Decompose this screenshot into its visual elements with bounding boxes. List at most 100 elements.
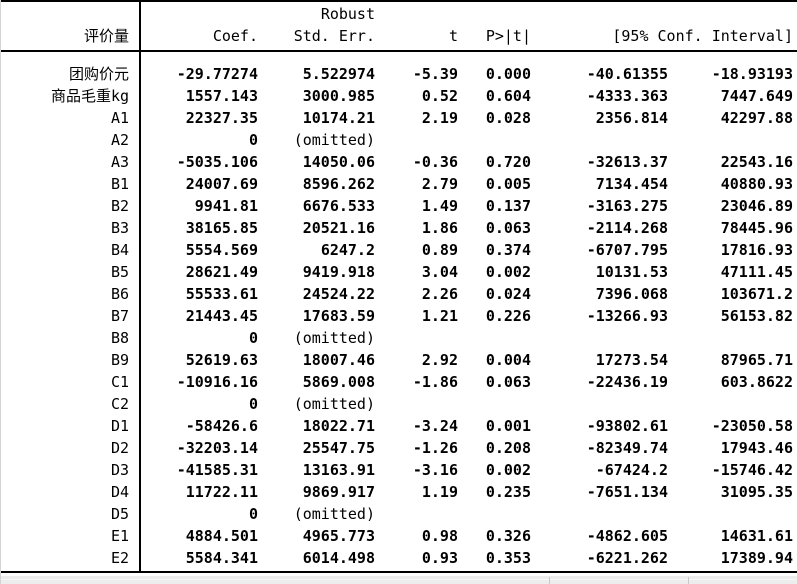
cell-std-err: 10174.21 bbox=[302, 109, 375, 127]
cell-ci-low: -22436.19 bbox=[586, 373, 668, 391]
cell-std-err: 25547.75 bbox=[302, 439, 375, 457]
cell-std-err: 4965.773 bbox=[302, 527, 375, 545]
cell-p: 0.024 bbox=[485, 285, 531, 303]
table-row: C1 -10916.16 5869.008 -1.86 0.063 -22436… bbox=[1, 371, 797, 393]
cell-std-err: 9869.917 bbox=[302, 483, 375, 501]
cell-coef: 21443.45 bbox=[185, 307, 258, 325]
cell-t: -3.24 bbox=[412, 417, 458, 435]
cell-coef: -5035.106 bbox=[176, 153, 258, 171]
cell-std-err: (omitted) bbox=[293, 395, 375, 413]
row-variable-label: D5 bbox=[110, 505, 129, 523]
table-row: A1 22327.35 10174.21 2.19 0.028 2356.814… bbox=[1, 107, 797, 129]
cell-ci-low bbox=[531, 327, 668, 349]
cell-coef: 11722.11 bbox=[185, 483, 258, 501]
cell-ci-high: 103671.2 bbox=[720, 285, 793, 303]
cell-t: 2.26 bbox=[421, 285, 458, 303]
table-row: E1 4884.501 4965.773 0.98 0.326 -4862.60… bbox=[1, 525, 797, 547]
table-row: B4 5554.569 6247.2 0.89 0.374 -6707.795 … bbox=[1, 239, 797, 261]
row-variable-label: D3 bbox=[110, 461, 129, 479]
column-header-p: P>|t| bbox=[485, 27, 531, 45]
cell-std-err: 13163.91 bbox=[302, 461, 375, 479]
row-variable-label: A2 bbox=[110, 131, 129, 149]
header-separator-rule bbox=[1, 50, 797, 52]
cell-coef: 0 bbox=[248, 505, 258, 523]
cell-std-err: 18022.71 bbox=[302, 417, 375, 435]
cell-ci-low bbox=[531, 129, 668, 151]
cell-p: 0.063 bbox=[485, 219, 531, 237]
cell-coef: 1557.143 bbox=[185, 87, 258, 105]
table-row: B8 0 (omitted) bbox=[1, 327, 797, 349]
table-row: 商品毛重kg 1557.143 3000.985 0.52 0.604 -433… bbox=[1, 85, 797, 107]
cell-coef: 5554.569 bbox=[185, 241, 258, 259]
table-row: D5 0 (omitted) bbox=[1, 503, 797, 525]
cell-std-err: 8596.262 bbox=[302, 175, 375, 193]
cell-std-err: 5.522974 bbox=[302, 65, 375, 83]
cell-coef: 55533.61 bbox=[185, 285, 258, 303]
header-row-columns: 评价量 Coef. Std. Err. t P>|t| [95% Conf. I… bbox=[1, 25, 797, 47]
cell-std-err: 18007.46 bbox=[302, 351, 375, 369]
cell-coef: 0 bbox=[248, 395, 258, 413]
cell-coef: 22327.35 bbox=[185, 109, 258, 127]
cell-ci-low: -32613.37 bbox=[586, 153, 668, 171]
cell-ci-low: -67424.2 bbox=[595, 461, 668, 479]
table-header: Robust 评价量 Coef. Std. Err. t P>|t| [95% … bbox=[1, 3, 797, 47]
cell-ci-high: -23050.58 bbox=[711, 417, 793, 435]
cell-ci-low: 10131.53 bbox=[595, 263, 668, 281]
cell-ci-low: -13266.93 bbox=[586, 307, 668, 325]
table-row: D4 11722.11 9869.917 1.19 0.235 -7651.13… bbox=[1, 481, 797, 503]
cell-ci-low: 2356.814 bbox=[595, 109, 668, 127]
cell-ci-high bbox=[668, 503, 793, 525]
cell-p: 0.235 bbox=[485, 483, 531, 501]
robust-header-label: Robust bbox=[320, 5, 375, 23]
row-variable-label: B9 bbox=[110, 351, 129, 369]
cell-p bbox=[458, 503, 531, 525]
cell-std-err: 17683.59 bbox=[302, 307, 375, 325]
table-row: E2 5584.341 6014.498 0.93 0.353 -6221.26… bbox=[1, 547, 797, 569]
cell-ci-high: 603.8622 bbox=[720, 373, 793, 391]
cell-coef: -58426.6 bbox=[185, 417, 258, 435]
cell-std-err: 20521.16 bbox=[302, 219, 375, 237]
cell-coef: 9941.81 bbox=[194, 197, 258, 215]
cell-ci-high bbox=[668, 129, 793, 151]
cell-p: 0.604 bbox=[485, 87, 531, 105]
column-divider-line bbox=[139, 0, 141, 573]
cell-std-err: 14050.06 bbox=[302, 153, 375, 171]
cell-coef: 28621.49 bbox=[185, 263, 258, 281]
cell-ci-low bbox=[531, 503, 668, 525]
cell-p: 0.028 bbox=[485, 109, 531, 127]
row-variable-label: A3 bbox=[110, 153, 129, 171]
table-row: D1 -58426.6 18022.71 -3.24 0.001 -93802.… bbox=[1, 415, 797, 437]
cell-t: 1.21 bbox=[421, 307, 458, 325]
cell-ci-high: -15746.42 bbox=[711, 461, 793, 479]
cell-p: 0.326 bbox=[485, 527, 531, 545]
cell-t bbox=[375, 503, 458, 525]
row-variable-label: B3 bbox=[110, 219, 129, 237]
cell-t: 0.98 bbox=[421, 527, 458, 545]
cell-coef: 38165.85 bbox=[185, 219, 258, 237]
row-variable-label: C2 bbox=[110, 395, 129, 413]
cell-ci-high: 17816.93 bbox=[720, 241, 793, 259]
cell-p: 0.137 bbox=[485, 197, 531, 215]
cell-t: -0.36 bbox=[412, 153, 458, 171]
cell-p: 0.720 bbox=[485, 153, 531, 171]
cell-p bbox=[458, 129, 531, 151]
bottom-edge-tick bbox=[688, 577, 689, 584]
row-variable-label: B2 bbox=[110, 197, 129, 215]
cell-ci-low: -4333.363 bbox=[586, 87, 668, 105]
cell-p: 0.374 bbox=[485, 241, 531, 259]
cell-t: 0.89 bbox=[421, 241, 458, 259]
cell-t: 2.79 bbox=[421, 175, 458, 193]
cell-ci-high: 31095.35 bbox=[720, 483, 793, 501]
cell-t: 3.04 bbox=[421, 263, 458, 281]
cell-ci-high: 40880.93 bbox=[720, 175, 793, 193]
cell-std-err: 24524.22 bbox=[302, 285, 375, 303]
header-row-robust: Robust bbox=[1, 3, 797, 25]
cell-ci-high bbox=[668, 393, 793, 415]
cell-coef: -10916.16 bbox=[176, 373, 258, 391]
row-variable-label: 商品毛重kg bbox=[50, 87, 129, 105]
cell-ci-high: 42297.88 bbox=[720, 109, 793, 127]
cell-p: 0.001 bbox=[485, 417, 531, 435]
table-row: B6 55533.61 24524.22 2.26 0.024 7396.068… bbox=[1, 283, 797, 305]
cell-std-err: (omitted) bbox=[293, 505, 375, 523]
cell-ci-low bbox=[531, 393, 668, 415]
